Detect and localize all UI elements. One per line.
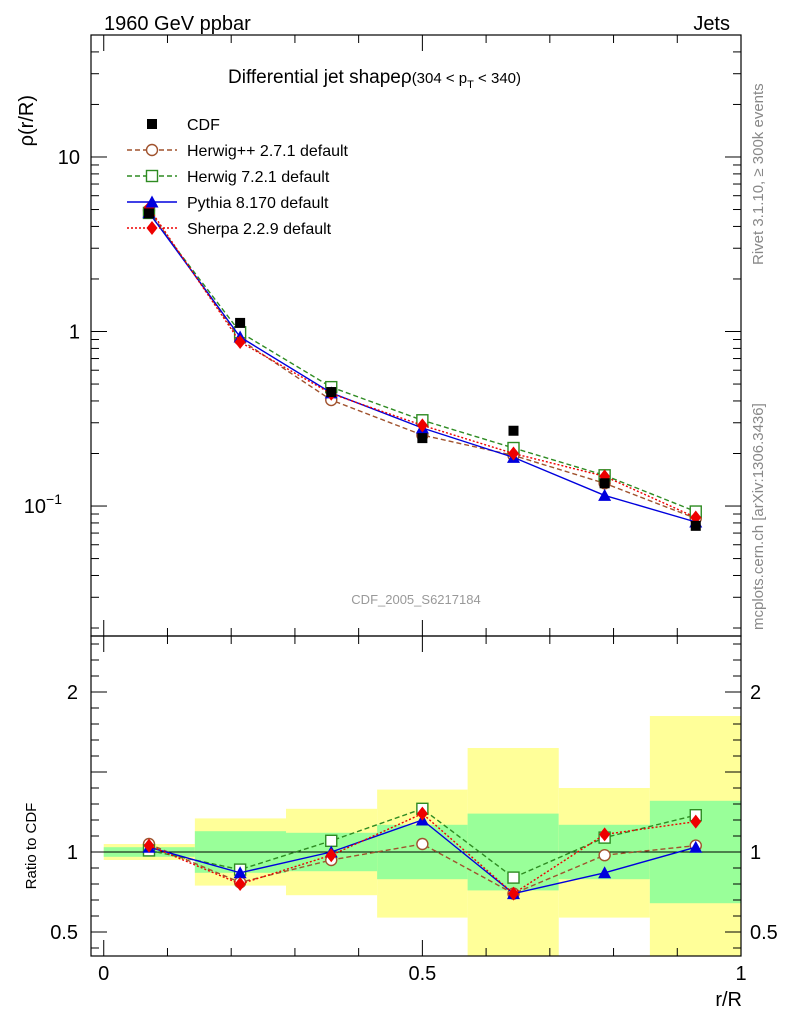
series-line-2 [148,212,696,523]
legend-marker [147,119,157,129]
energy-label: 1960 GeV ppbar [104,13,251,35]
legend-marker [145,195,159,208]
cdf-data-point [690,520,701,531]
series-3-point [508,446,519,461]
ratio-y-tick-label: 2 [67,682,78,704]
ratio-series-0-point [416,837,429,851]
ratio-y-axis-label: Ratio to CDF [23,803,40,890]
legend-label: Sherpa 2.2.9 default [187,221,332,238]
series-3-point [234,335,246,350]
legend-label: Herwig 7.2.1 default [187,169,330,186]
analysis-watermark: CDF_2005_S6217184 [351,592,480,607]
series-2-point [598,488,612,501]
legend-label: Herwig++ 2.7.1 default [187,143,349,160]
ratio-series-3-point [508,886,519,901]
ratio-series-3-point [325,848,337,863]
cdf-data-point [508,425,519,436]
series-line-1 [148,212,697,513]
cdf-data-point [417,433,428,444]
ratio-series-3-point [234,877,246,891]
x-tick-label: 1 [735,963,746,985]
ratio-frame [90,635,742,957]
x-axis-label: r/R [715,989,742,1011]
main-plot-panel: Differential jet shapeρ(304 < pT < 340) … [16,34,742,637]
cdf-data-point [326,387,337,398]
legend-label: Pythia 8.170 default [187,195,329,212]
legend-label: CDF [187,117,220,134]
x-tick-label: 0 [98,963,109,985]
series-line-3 [148,207,697,519]
ratio-series-2-point [233,866,247,879]
ratio-y-tick-label-right: 2 [750,682,761,704]
y-tick-label: 10−1 [24,491,62,518]
series-line-0 [148,209,697,520]
cdf-data-point [599,478,610,489]
cdf-data-point [143,208,154,219]
plot-title: Differential jet shapeρ(304 < pT < 340) [228,67,521,91]
series-3-point [416,418,428,433]
ratio-series-3-point [599,827,611,842]
y-tick-label: 10 [58,147,80,169]
y-tick-exponent: −1 [46,491,62,507]
legend-marker [146,221,158,235]
ratio-series-3-point [690,814,702,829]
rivet-version-label: Rivet 3.1.10, ≥ 300k events [750,83,767,265]
ratio-y-tick-label-right: 1 [750,842,761,864]
ratio-y-tick-label-right: 0.5 [750,922,778,944]
legend-marker [145,169,159,183]
ratio-series-3-point [416,806,428,821]
ratio-series-1-point [325,834,338,847]
mcplots-label: mcplots.cern.ch [arXiv:1306.3436] [750,403,767,630]
ratio-plot-panel: Ratio to CDF r/R 0 0.5 12 21 10.5 0.5 [23,635,778,1011]
y-tick-label: 1 [69,322,80,344]
ratio-y-tick-label: 1 [67,842,78,864]
ratio-series-1-point [507,871,520,884]
ratio-y-tick-label: 0.5 [50,922,78,944]
x-tick-label: 0.5 [408,963,436,985]
legend-marker [145,143,159,157]
category-label: Jets [693,13,730,35]
ratio-series-0-point [598,849,611,862]
ratio-series-3-point [143,838,155,853]
ratio-series-2-point [598,866,612,879]
ratio-series-2-point [689,840,703,853]
main-y-axis-label: ρ(r/R) [16,95,38,146]
cdf-data-point [235,317,246,328]
